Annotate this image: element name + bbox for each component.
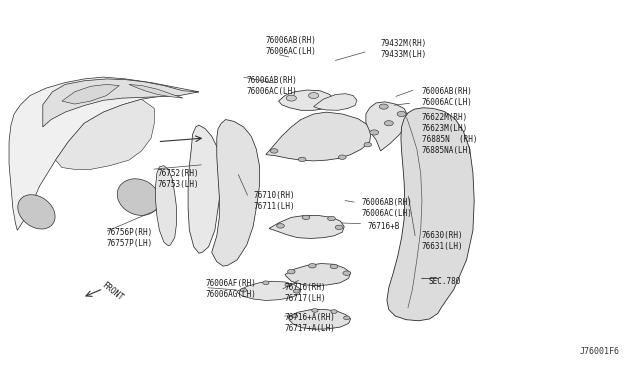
Ellipse shape: [18, 195, 55, 229]
Polygon shape: [285, 263, 351, 286]
Text: SEC.780: SEC.780: [428, 278, 461, 286]
Polygon shape: [278, 90, 335, 110]
Polygon shape: [266, 112, 371, 161]
Polygon shape: [188, 125, 221, 253]
Circle shape: [270, 149, 278, 153]
Circle shape: [324, 98, 335, 104]
Circle shape: [285, 283, 291, 287]
Circle shape: [276, 224, 284, 228]
Polygon shape: [56, 99, 154, 169]
Circle shape: [293, 289, 300, 293]
Circle shape: [344, 316, 350, 320]
Text: J76001F6: J76001F6: [579, 347, 620, 356]
Text: 76716+B: 76716+B: [368, 222, 400, 231]
Text: 76756P(RH)
76757P(LH): 76756P(RH) 76757P(LH): [106, 228, 153, 248]
Polygon shape: [387, 108, 474, 321]
Text: 76006AB(RH)
76006AC(LH): 76006AB(RH) 76006AC(LH): [246, 76, 298, 96]
Text: 76006AB(RH)
76006AC(LH): 76006AB(RH) 76006AC(LH): [266, 36, 317, 56]
Polygon shape: [288, 310, 351, 329]
Text: 76006AF(RH)
76006AG(LH): 76006AF(RH) 76006AG(LH): [205, 279, 256, 299]
Circle shape: [291, 314, 298, 318]
Text: 76622M(RH)
76623M(LH)
76885N  (RH)
76885NA(LH): 76622M(RH) 76623M(LH) 76885N (RH) 76885N…: [422, 113, 477, 155]
Text: 76752(RH)
76753(LH): 76752(RH) 76753(LH): [157, 169, 199, 189]
Circle shape: [339, 155, 346, 160]
Polygon shape: [43, 79, 199, 127]
Circle shape: [385, 121, 394, 126]
Circle shape: [287, 269, 295, 274]
Polygon shape: [314, 94, 357, 110]
Polygon shape: [156, 166, 177, 246]
Circle shape: [312, 309, 318, 312]
Circle shape: [335, 225, 343, 230]
Circle shape: [302, 215, 310, 219]
Text: 79432M(RH)
79433M(LH): 79432M(RH) 79433M(LH): [381, 39, 427, 60]
Polygon shape: [212, 119, 259, 266]
Circle shape: [380, 104, 388, 109]
Circle shape: [308, 263, 316, 268]
Text: 76716(RH)
76717(LH): 76716(RH) 76717(LH): [285, 283, 326, 303]
Circle shape: [370, 130, 379, 135]
Polygon shape: [366, 102, 408, 151]
Text: 76006AB(RH)
76006AC(LH): 76006AB(RH) 76006AC(LH): [422, 87, 473, 108]
Polygon shape: [9, 77, 199, 230]
Circle shape: [328, 216, 335, 221]
Circle shape: [241, 288, 246, 292]
Polygon shape: [62, 84, 119, 104]
Circle shape: [397, 112, 406, 116]
Circle shape: [286, 95, 296, 101]
Text: 76710(RH)
76711(LH): 76710(RH) 76711(LH): [253, 191, 294, 211]
Circle shape: [308, 93, 319, 99]
Polygon shape: [269, 215, 344, 238]
Circle shape: [298, 157, 306, 161]
Text: 76716+A(RH)
76717+A(LH): 76716+A(RH) 76717+A(LH): [285, 312, 336, 333]
Polygon shape: [237, 281, 301, 301]
Circle shape: [331, 310, 337, 313]
Circle shape: [330, 264, 338, 269]
Text: 76630(RH)
76631(LH): 76630(RH) 76631(LH): [422, 231, 463, 251]
Polygon shape: [129, 84, 183, 98]
Circle shape: [262, 281, 269, 285]
Text: 76006AB(RH)
76006AC(LH): 76006AB(RH) 76006AC(LH): [362, 198, 412, 218]
Circle shape: [343, 271, 351, 275]
Text: FRONT: FRONT: [100, 280, 125, 302]
Circle shape: [364, 142, 372, 147]
Ellipse shape: [117, 179, 159, 215]
